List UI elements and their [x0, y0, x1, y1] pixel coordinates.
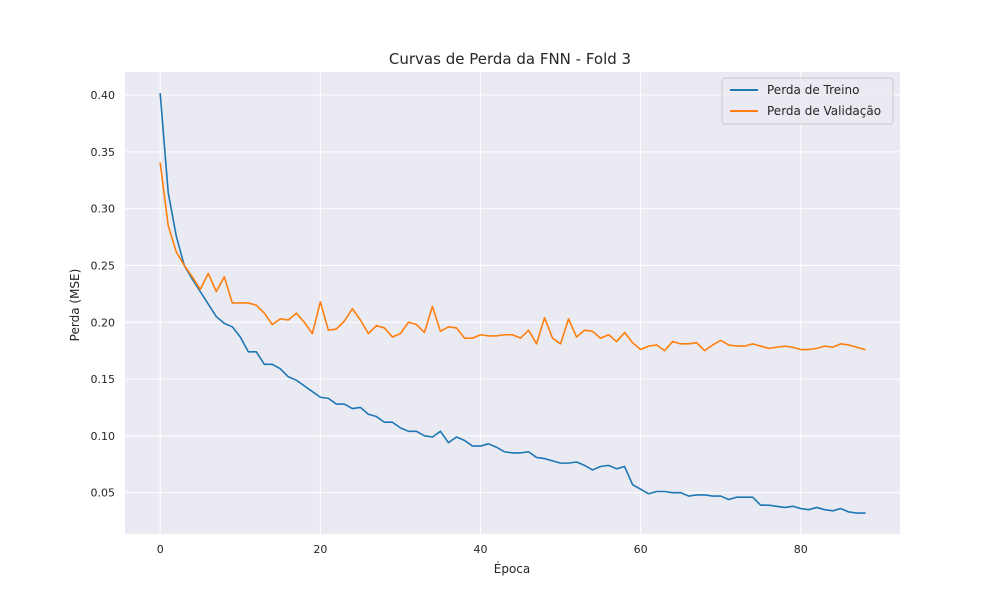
series-line-1 [159, 162, 866, 352]
legend-box [721, 77, 894, 125]
x-tick-label: 20 [313, 543, 327, 556]
x-axis-label: Época [494, 561, 531, 576]
plot-area [125, 72, 900, 534]
y-axis-label: Perda (MSE) [68, 269, 82, 342]
legend-label: Perda de Treino [767, 83, 859, 97]
x-tick-label: 80 [794, 543, 808, 556]
x-tick-label: 40 [473, 543, 487, 556]
y-tick-label: 0.20 [91, 316, 116, 329]
y-tick-label: 0.35 [91, 146, 116, 159]
series-lines [159, 93, 866, 514]
chart-title: Curvas de Perda da FNN - Fold 3 [389, 50, 631, 68]
y-tick-label: 0.40 [91, 89, 116, 102]
y-tick-label: 0.30 [91, 203, 116, 216]
legend-label: Perda de Validação [767, 104, 881, 118]
y-tick-label: 0.05 [91, 487, 116, 500]
x-tick-label: 0 [157, 543, 164, 556]
tick-labels: 0 20 40 60 80 0.05 0.10 0.15 0.20 0.25 0.30 0.35 0.4… [91, 89, 808, 556]
grid-lines [125, 72, 900, 534]
y-tick-label: 0.25 [91, 259, 116, 272]
y-tick-label: 0.15 [91, 373, 116, 386]
legend: Perda de Treino Perda de Validação [721, 77, 894, 125]
y-tick-label: 0.10 [91, 430, 116, 443]
series-line-0 [159, 93, 866, 514]
x-tick-label: 60 [634, 543, 648, 556]
